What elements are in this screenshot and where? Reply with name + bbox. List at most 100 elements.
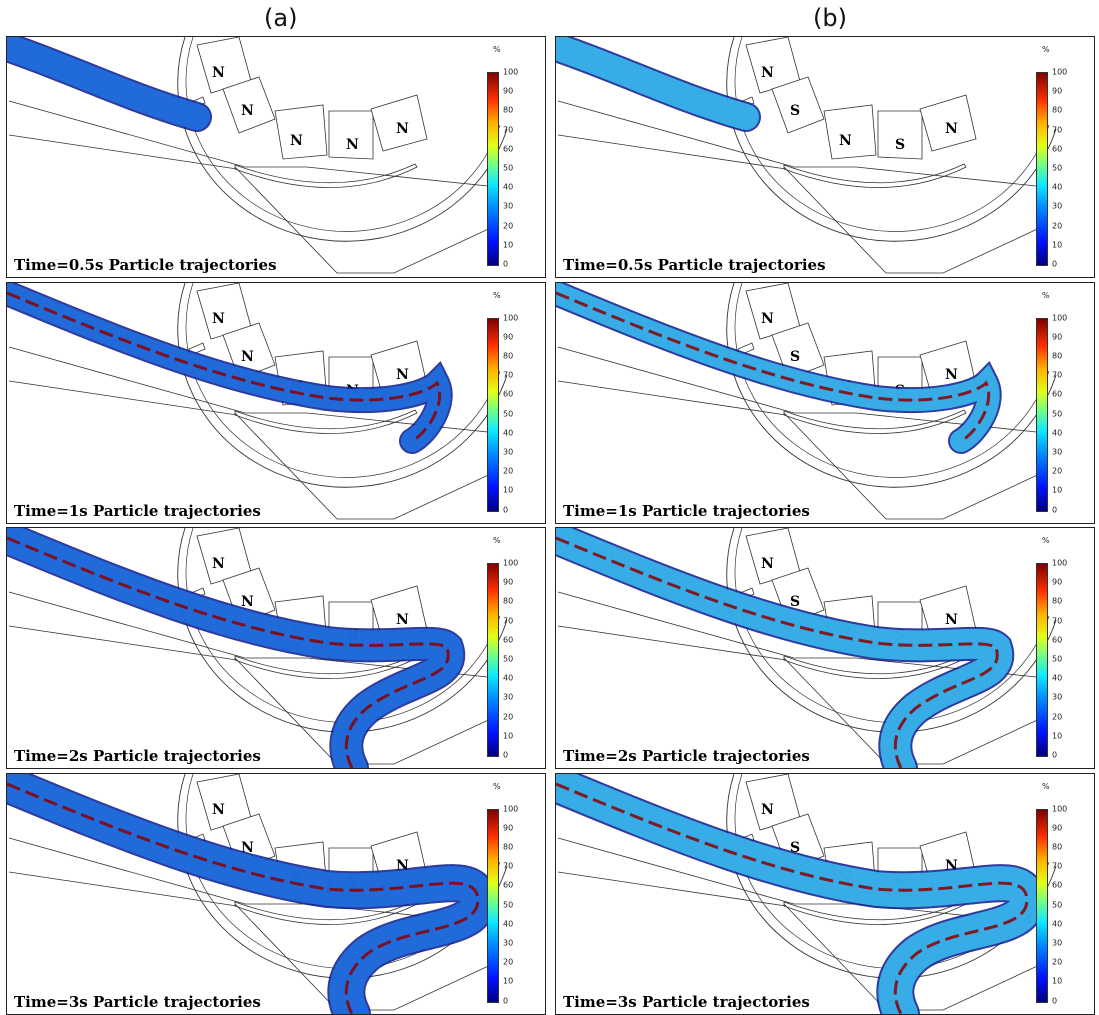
- colorbar-tick: 0: [1052, 505, 1058, 514]
- colorbar-tick: 20: [1052, 957, 1063, 967]
- separator-diagram: NSN SN: [556, 773, 1057, 1014]
- magnet-pole-label: N: [241, 349, 254, 365]
- colorbar-tick: 10: [1052, 731, 1063, 741]
- colorbar-tick: 60: [1052, 635, 1063, 645]
- colorbar-tick: 100: [1052, 558, 1068, 568]
- colorbar-tick: 90: [1052, 86, 1063, 96]
- colorbar-tick: 90: [503, 577, 514, 587]
- separator-diagram: NNN NN: [7, 37, 508, 274]
- colorbar-unit: %: [493, 290, 501, 300]
- magnet-pole-label: S: [895, 137, 905, 153]
- colorbar-unit: %: [1042, 290, 1050, 300]
- colorbar-tick: 20: [1052, 712, 1063, 722]
- magnet-pole-label: N: [839, 133, 852, 149]
- colorbar-tick: 60: [503, 635, 514, 645]
- colorbar-gradient: [487, 808, 499, 1003]
- magnet-pole-label: N: [396, 612, 409, 628]
- colorbar-tick: 60: [503, 389, 514, 399]
- colorbar-tick: 40: [503, 673, 514, 683]
- chute-lower-edge: [8, 871, 238, 906]
- panel-caption: Time=0.5s Particle trajectories: [14, 256, 277, 274]
- colorbar-tick: 10: [503, 731, 514, 741]
- colorbar-tick: 80: [503, 105, 514, 115]
- colorbar-tick: 10: [1052, 976, 1063, 986]
- magnet-pole-label: N: [761, 556, 774, 572]
- colorbar-tick: 90: [1052, 823, 1063, 833]
- panel-b-row4: N S N S N Time=3s Particle trajectories% 100 90…: [555, 772, 1095, 1015]
- magnet-pole-label: N: [346, 137, 359, 153]
- colorbar-tick: 0: [1052, 750, 1058, 760]
- magnet-pole-label: S: [790, 840, 800, 856]
- colorbar-tick: 80: [1052, 105, 1063, 115]
- colorbar: % 100 90 80 70 60 50 40 30 20 10 0: [1026, 782, 1086, 1010]
- colorbar-tick: 60: [1052, 144, 1063, 154]
- chute-lower-edge: [8, 134, 238, 170]
- magnet-block: [328, 110, 374, 160]
- colorbar-tick: 40: [1052, 428, 1063, 438]
- colorbar-tick: 40: [503, 919, 514, 929]
- splitter-plate: [783, 163, 967, 188]
- chute-lower-edge: [557, 871, 787, 906]
- panel-b-row3: N S N S N Time=2s Particle trajectories% 100 90…: [555, 527, 1095, 769]
- particle-stream-red: [7, 291, 442, 442]
- magnet-pole-label: N: [212, 65, 225, 81]
- colorbar-tick: 40: [1052, 919, 1063, 929]
- colorbar-tick: 50: [503, 900, 514, 909]
- colorbar-tick: 30: [503, 201, 514, 211]
- magnet-pole-label: S: [790, 594, 800, 610]
- colorbar: % 100 90 80 70 60 50 40 30 20 10 0: [477, 291, 537, 519]
- magnet-block: [222, 76, 276, 134]
- colorbar-tick: 70: [1052, 616, 1063, 626]
- magnet-pole-label: N: [290, 133, 303, 149]
- magnet-pole-label: N: [945, 612, 958, 628]
- magnet-block: [919, 94, 977, 152]
- magnet-block: [823, 104, 877, 160]
- chute-lower-edge: [557, 625, 787, 661]
- column-label-a: (a): [264, 4, 298, 32]
- magnet-pole-label: N: [396, 121, 409, 137]
- colorbar-tick: 50: [1052, 654, 1063, 664]
- colorbar-tick: 100: [1052, 313, 1068, 322]
- separator-diagram: NSN SN: [556, 37, 1057, 274]
- colorbar-tick: 70: [1052, 370, 1063, 380]
- separator-diagram: NNN NN: [7, 773, 508, 1014]
- magnet-pole-label: N: [212, 556, 225, 572]
- colorbar-unit: %: [493, 536, 501, 545]
- colorbar-tick: 70: [1052, 125, 1063, 135]
- colorbar-gradient: [487, 563, 499, 757]
- colorbar-tick: 70: [503, 616, 514, 626]
- colorbar-unit: %: [1042, 45, 1050, 54]
- colorbar-unit: %: [493, 781, 501, 791]
- panel-a-row1: N N N N N Time=0.5s Particle trajectories% 100…: [6, 36, 546, 278]
- colorbar-tick: 30: [1052, 692, 1063, 702]
- colorbar-tick: 20: [503, 466, 514, 476]
- colorbar-tick: 20: [503, 221, 514, 231]
- panel-caption: Time=3s Particle trajectories: [563, 992, 810, 1011]
- particle-stream-red: [556, 291, 991, 442]
- panel-caption: Time=2s Particle trajectories: [563, 747, 810, 765]
- colorbar-tick: 90: [1052, 577, 1063, 587]
- magnet-pole-label: N: [761, 802, 774, 818]
- colorbar-tick: 90: [503, 86, 514, 96]
- colorbar-tick: 10: [1052, 240, 1063, 250]
- colorbar-tick: 50: [1052, 163, 1063, 173]
- magnet-pole-label: N: [396, 367, 409, 383]
- colorbar-tick: 90: [503, 332, 514, 342]
- separator-diagram: NSN SN: [556, 282, 1057, 519]
- colorbar-tick: 30: [503, 692, 514, 702]
- separator-diagram: NSN SN: [556, 528, 1057, 768]
- colorbar-tick: 20: [1052, 466, 1063, 476]
- magnet-pole-label: N: [761, 311, 774, 327]
- colorbar-tick: 50: [503, 654, 514, 664]
- colorbar-tick: 70: [1052, 861, 1063, 871]
- colorbar-tick: 100: [1052, 804, 1068, 813]
- panel-a-row3: N N N N N Time=2s Particle trajectories% 100 90…: [6, 527, 546, 769]
- colorbar-unit: %: [1042, 536, 1050, 545]
- magnet-pole-label: S: [790, 103, 800, 119]
- chute-lower-edge: [557, 380, 787, 415]
- magnet-block: [370, 94, 428, 152]
- chute-lower-edge: [8, 380, 238, 415]
- colorbar-gradient: [1036, 317, 1048, 512]
- particle-stream-red: [556, 536, 999, 768]
- magnet-pole-label: N: [945, 121, 958, 137]
